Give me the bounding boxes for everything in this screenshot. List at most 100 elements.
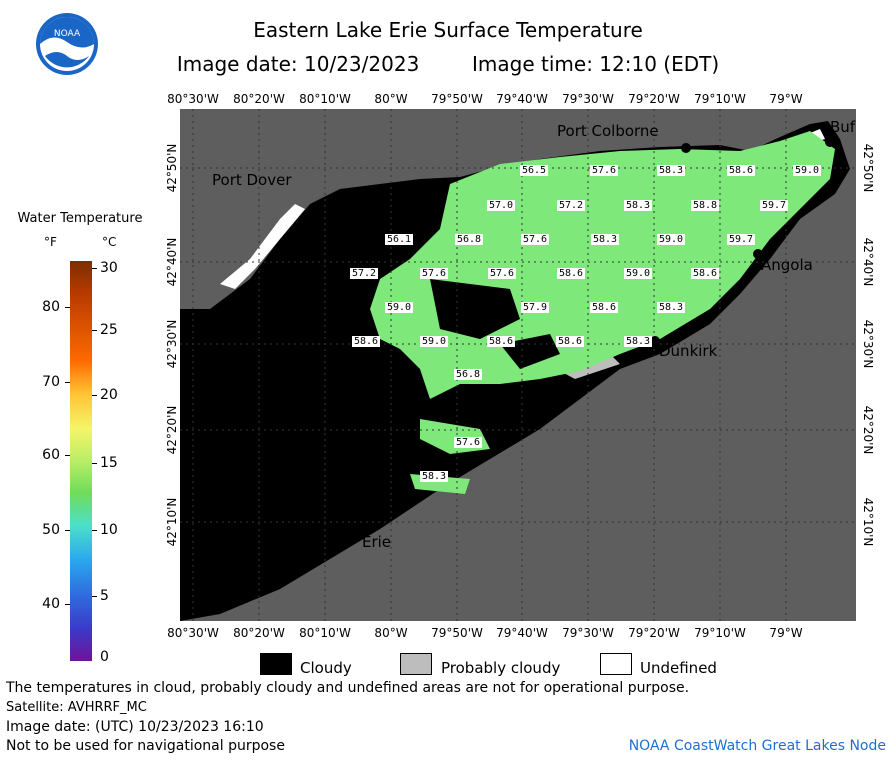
lon-label-bottom: 79°10'W — [694, 626, 746, 640]
disclaimer: The temperatures in cloud, probably clou… — [6, 680, 690, 696]
temperature-value: 57.2 — [557, 200, 586, 211]
satellite-info: Satellite: AVHRRF_MC — [6, 700, 147, 715]
c-tick-label: 15 — [100, 455, 118, 471]
unit-fahrenheit: °F — [44, 235, 57, 249]
temperature-value: 58.8 — [691, 200, 720, 211]
sst-map — [180, 109, 856, 621]
c-tick-label: 5 — [100, 588, 109, 604]
temperature-value: 59.0 — [657, 234, 686, 245]
temperature-value: 56.5 — [520, 165, 549, 176]
port-colborne-marker — [681, 143, 691, 153]
graticule — [180, 109, 856, 621]
c-tick-label: 30 — [100, 260, 118, 276]
temperature-value: 57.6 — [590, 165, 619, 176]
place-label: Port Colborne — [557, 122, 659, 140]
c-tick-mark — [92, 268, 97, 269]
lat-label-left: 42°40'N — [165, 237, 179, 287]
f-tick-label: 80 — [42, 299, 60, 315]
undefined-label: Undefined — [640, 659, 717, 677]
temperature-value: 57.6 — [488, 268, 517, 279]
undefined-swatch — [600, 653, 632, 675]
c-tick-label: 0 — [100, 649, 109, 665]
probably-cloudy-swatch — [400, 653, 432, 675]
utc-date: Image date: (UTC) 10/23/2023 16:10 — [6, 719, 264, 735]
image-date: Image date: 10/23/2023 — [176, 52, 420, 76]
lon-label-top: 79°20'W — [628, 92, 680, 106]
temperature-value: 58.6 — [557, 268, 586, 279]
c-tick-label: 20 — [100, 387, 118, 403]
temperature-value: 56.8 — [455, 234, 484, 245]
temperature-value: 59.0 — [385, 302, 414, 313]
lon-label-top: 79°W — [769, 92, 803, 106]
f-tick-mark — [65, 455, 70, 456]
place-label: Port Dover — [212, 171, 292, 189]
place-label: Angola — [761, 256, 813, 274]
temperature-value: 57.6 — [420, 268, 449, 279]
angola-marker — [753, 249, 763, 259]
image-time: Image time: 12:10 (EDT) — [472, 52, 720, 76]
cloudy-swatch — [260, 653, 292, 675]
temperature-value: 58.6 — [487, 336, 516, 347]
temperature-value: 59.0 — [420, 336, 449, 347]
c-tick-mark — [92, 463, 97, 464]
lat-label-right: 42°20'N — [861, 405, 875, 455]
temperature-value: 59.7 — [760, 200, 789, 211]
place-label: Erie — [362, 533, 392, 551]
temperature-value: 56.8 — [454, 369, 483, 380]
lat-label-left: 42°10'N — [165, 497, 179, 547]
temperature-value: 58.6 — [727, 165, 756, 176]
dunkirk-marker — [650, 336, 660, 346]
place-label: Buf — [830, 118, 856, 136]
temperature-value: 58.6 — [352, 336, 381, 347]
f-tick-mark — [65, 530, 70, 531]
temperature-value: 58.3 — [624, 200, 653, 211]
legend-title: Water Temperature — [17, 211, 143, 226]
lon-label-top: 80°10'W — [299, 92, 351, 106]
c-tick-mark — [92, 530, 97, 531]
probably-cloudy-label: Probably cloudy — [441, 659, 561, 677]
lat-label-left: 42°30'N — [165, 319, 179, 369]
undefined-area — [220, 204, 305, 289]
c-tick-mark — [92, 596, 97, 597]
lon-label-bottom: 80°W — [374, 626, 408, 640]
unit-celsius: °C — [102, 235, 117, 249]
c-tick-label: 25 — [100, 322, 118, 338]
lat-label-right: 42°50'N — [861, 143, 875, 193]
lon-label-top: 79°30'W — [562, 92, 614, 106]
temperature-value: 57.0 — [487, 200, 516, 211]
lon-label-top: 79°50'W — [431, 92, 483, 106]
lon-label-bottom: 80°30'W — [167, 626, 219, 640]
temperature-value: 57.6 — [521, 234, 550, 245]
temperature-value: 58.3 — [420, 471, 449, 482]
c-tick-mark — [92, 330, 97, 331]
lon-label-bottom: 80°20'W — [233, 626, 285, 640]
temperature-value: 59.0 — [624, 268, 653, 279]
noaa-logo: NOAA — [36, 13, 98, 75]
c-tick-mark — [92, 395, 97, 396]
lon-label-bottom: 80°10'W — [299, 626, 351, 640]
f-tick-label: 50 — [42, 522, 60, 538]
lon-label-top: 80°20'W — [233, 92, 285, 106]
lat-label-right: 42°40'N — [861, 237, 875, 287]
temperature-value: 58.3 — [624, 336, 653, 347]
lon-label-bottom: 79°W — [769, 626, 803, 640]
temperature-value: 58.3 — [591, 234, 620, 245]
temperature-value: 57.9 — [521, 302, 550, 313]
buffalo-marker — [825, 137, 835, 147]
lon-label-top: 80°W — [374, 92, 408, 106]
temperature-value: 58.6 — [691, 268, 720, 279]
lat-label-right: 42°10'N — [861, 497, 875, 547]
temperature-value: 59.0 — [793, 165, 822, 176]
lon-label-top: 79°40'W — [496, 92, 548, 106]
erie-marker — [353, 527, 363, 537]
temperature-value: 59.7 — [727, 234, 756, 245]
temperature-value: 58.6 — [590, 302, 619, 313]
lon-label-bottom: 79°50'W — [431, 626, 483, 640]
temperature-value: 56.1 — [385, 234, 414, 245]
temperature-value: 58.3 — [657, 165, 686, 176]
lat-label-left: 42°20'N — [165, 405, 179, 455]
cloud-patch — [430, 279, 520, 339]
lon-label-top: 79°10'W — [694, 92, 746, 106]
cloudy-label: Cloudy — [300, 659, 352, 677]
f-tick-mark — [65, 382, 70, 383]
